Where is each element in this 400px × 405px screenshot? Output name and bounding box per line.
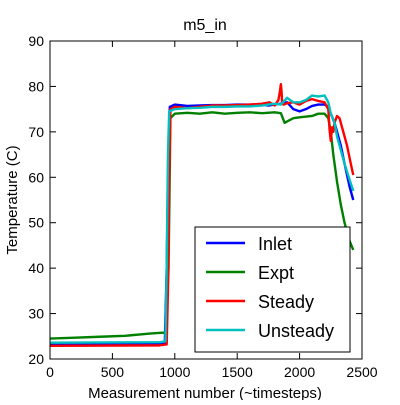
y-tick-label: 70 [28, 124, 44, 140]
x-axis-label: Measurement number (~timesteps) [88, 385, 322, 400]
y-tick-label: 80 [28, 78, 44, 94]
x-tick-label: 1500 [222, 364, 253, 380]
x-tick-label: 2500 [346, 364, 377, 380]
legend-label-inlet: Inlet [258, 234, 292, 254]
x-tick-label: 500 [101, 364, 125, 380]
legend: Inlet Expt Steady Unsteady [194, 226, 351, 353]
y-tick-label: 20 [28, 351, 44, 367]
y-tick-label: 50 [28, 215, 44, 231]
series-line-expt [50, 111, 355, 340]
y-tick-label: 60 [28, 169, 44, 185]
series-lines [50, 82, 355, 348]
legend-label-unsteady: Unsteady [258, 321, 334, 341]
y-tick-label: 30 [28, 306, 44, 322]
y-axis-label: Temperature (C) [4, 145, 21, 254]
plot-area: 0 500 1000 1500 2000 2500 20 30 40 50 60 70 80 90 [28, 33, 377, 380]
plot-frame [49, 40, 363, 360]
chart-title: m5_in [183, 17, 227, 34]
legend-label-steady: Steady [258, 292, 314, 312]
x-tick-label: 1000 [159, 364, 190, 380]
y-tick-label: 90 [28, 33, 44, 49]
x-tick-label: 0 [46, 364, 54, 380]
x-tick-label: 2000 [284, 364, 315, 380]
y-tick-label: 40 [28, 260, 44, 276]
series-line-unsteady [50, 94, 355, 344]
legend-label-expt: Expt [258, 263, 294, 283]
